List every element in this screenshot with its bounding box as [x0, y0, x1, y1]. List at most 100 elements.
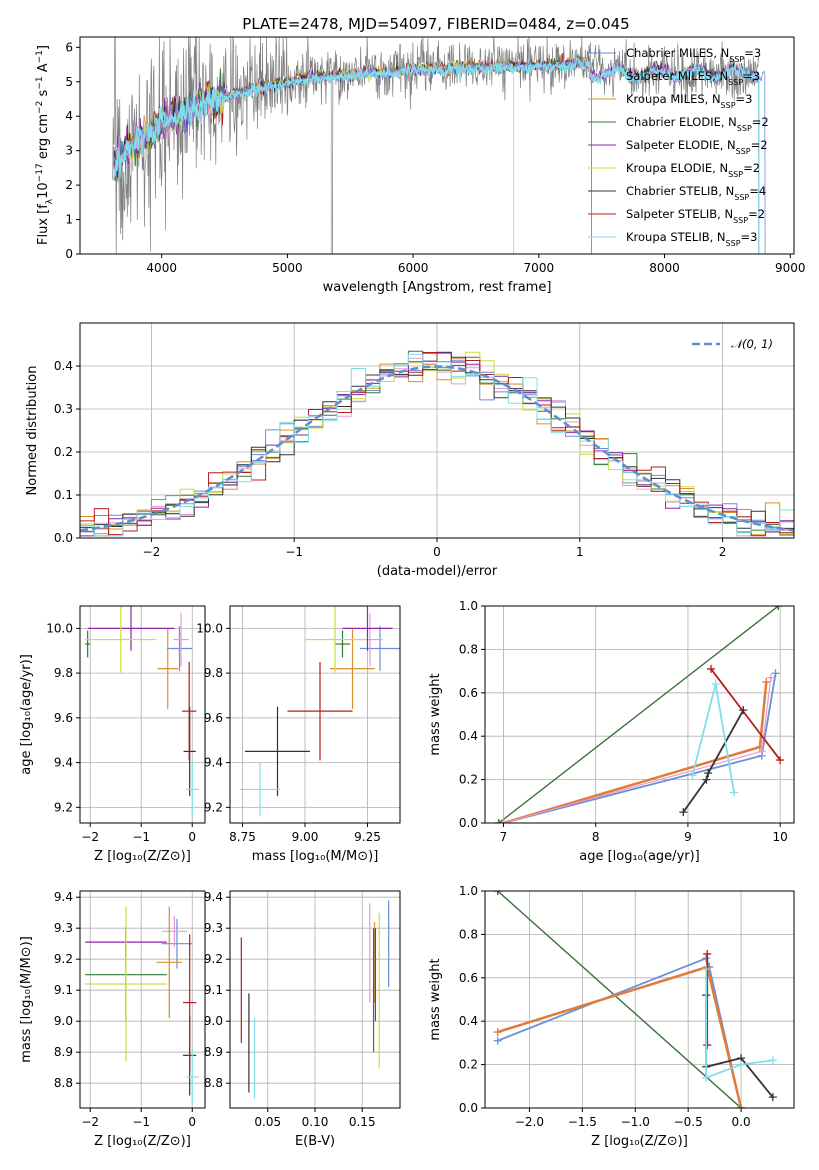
series-marker [737, 1060, 746, 1069]
y-tick-label: 9.0 [54, 1014, 73, 1028]
x-axis-label: wavelength [Angstrom, rest frame] [323, 280, 552, 295]
series-marker [688, 771, 697, 780]
y-tick-label: 0.6 [459, 971, 478, 985]
series-marker [703, 949, 712, 958]
legend-entry-label: Chabrier MILES, NSSP=3 [626, 46, 761, 64]
axes-frame [79, 890, 206, 1109]
x-tick-label: 2 [719, 545, 727, 559]
legend-entry-label: 𝒩(0, 1) [731, 337, 773, 351]
y-tick-label: 8.9 [54, 1045, 73, 1059]
y-tick-label: 3 [65, 144, 73, 158]
x-tick-label: −2.0 [515, 1115, 544, 1129]
plot-area-massweight_vs_Z [493, 891, 777, 1108]
y-tick-label: 9.3 [204, 921, 223, 935]
y-tick-label: 4 [65, 109, 73, 123]
series-marker [762, 677, 771, 686]
x-tick-label: 7000 [524, 261, 555, 275]
panel-mass_vs_EBV: 0.05 0.10 0.15 8.8 8.9 9.0 9.1 9.2 9.3 9.4 E(B-V) [204, 890, 401, 1149]
y-tick-label: 0.0 [459, 816, 478, 830]
series-marker [706, 664, 715, 673]
plot-area-age_vs_Z [85, 606, 199, 817]
y-tick-label: 9.8 [204, 666, 223, 680]
y-tick-label: 8.8 [54, 1076, 73, 1090]
panel-mass_vs_Z: −2 −1 0 8.8 8.9 9.0 9.1 9.2 9.3 9.4 Z [log₁₀(Z/Z⊙)… [19, 890, 206, 1149]
plot-area-mass_vs_Z [85, 906, 199, 1105]
x-tick-label: 9.00 [292, 830, 319, 844]
axes-frame [484, 890, 795, 1109]
y-tick-label: 9.2 [204, 952, 223, 966]
axes-frame [79, 36, 795, 255]
y-tick-label: 9.4 [204, 756, 223, 770]
y-tick-label: 0.4 [459, 729, 478, 743]
y-tick-label: 2 [65, 178, 73, 192]
y-tick-label: 8.8 [204, 1076, 223, 1090]
x-tick-label: 0.10 [302, 1115, 329, 1129]
x-tick-label: 6000 [398, 261, 429, 275]
series-marker [730, 788, 739, 797]
x-tick-label: 8 [592, 830, 600, 844]
series-marker [493, 1036, 502, 1045]
plot-area-residuals [80, 350, 794, 537]
y-axis-label: age [log₁₀(age/yr)] [19, 654, 34, 775]
y-axis-label: mass weight [428, 673, 443, 755]
x-axis-label: Z [log₁₀(Z/Z⊙)] [94, 849, 191, 864]
x-tick-label: 9 [684, 830, 692, 844]
x-tick-label: −1.0 [621, 1115, 650, 1129]
y-tick-label: 1.0 [459, 884, 478, 898]
x-tick-label: 1 [576, 545, 584, 559]
y-tick-label: 0 [65, 247, 73, 261]
series-marker [493, 891, 502, 895]
y-tick-label: 0.0 [54, 531, 73, 545]
residual-histogram [80, 352, 794, 537]
y-tick-label: 8.9 [204, 1045, 223, 1059]
plot-area-spectrum [112, 37, 766, 254]
x-tick-label: 10 [773, 830, 788, 844]
x-tick-label: −1 [132, 830, 150, 844]
x-tick-label: 0.05 [254, 1115, 281, 1129]
series-marker [768, 1093, 777, 1102]
y-tick-label: 0.2 [459, 773, 478, 787]
x-tick-label: −2 [81, 830, 99, 844]
legend-entry-label: Salpeter MILES, NSSP=3 [626, 69, 760, 87]
y-tick-label: 9.2 [204, 800, 223, 814]
y-axis-label: Normed distribution [25, 366, 40, 496]
series-marker [768, 1056, 777, 1065]
y-axis-label: mass [log₁₀(M/M⊙)] [19, 936, 34, 1063]
y-tick-label: 9.4 [54, 890, 73, 904]
legend-entry-label: Salpeter STELIB, NSSP=2 [626, 207, 765, 225]
x-tick-label: −1 [132, 1115, 150, 1129]
panel-massweight_vs_age: 7 8 9 10 0.0 0.2 0.4 0.6 0.8 1.0 age [log₁₀(age/yr… [428, 599, 795, 864]
x-tick-label: −2 [81, 1115, 99, 1129]
y-tick-label: 0.2 [459, 1058, 478, 1072]
series-marker [493, 1028, 502, 1037]
series-marker [702, 775, 711, 784]
spectrum-legend: Chabrier MILES, NSSP=3 Salpeter MILES, NS… [588, 46, 769, 248]
y-tick-label: 0.8 [459, 927, 478, 941]
y-tick-label: 1 [65, 213, 73, 227]
series-marker [679, 808, 688, 817]
series-marker [702, 965, 711, 974]
y-tick-label: 9.6 [204, 711, 223, 725]
y-tick-label: 10.0 [46, 621, 73, 635]
figure-title: PLATE=2478, MJD=54097, FIBERID=0484, z=0… [242, 15, 629, 33]
series-line [705, 995, 774, 1098]
residual-legend: 𝒩(0, 1) [692, 337, 773, 351]
y-tick-label: 9.1 [54, 983, 73, 997]
x-tick-label: −1.5 [568, 1115, 597, 1129]
x-tick-label: 9000 [775, 261, 806, 275]
y-tick-label: 0.2 [54, 445, 73, 459]
axes-frame [229, 605, 401, 824]
panel-age_vs_mass: 8.75 9.00 9.25 9.2 9.4 9.6 9.8 10.0 mass [log₁₀(… [196, 605, 401, 864]
y-tick-label: 5 [65, 75, 73, 89]
y-tick-label: 0.4 [459, 1014, 478, 1028]
spectrum-y-label: Flux [fλ10−17 erg cm−2 s−1 A−1] [35, 45, 55, 245]
x-axis-label: Z [log₁₀(Z/Z⊙)] [591, 1134, 688, 1149]
series-marker [702, 1073, 711, 1082]
y-tick-label: 9.3 [54, 921, 73, 935]
x-axis-label: Z [log₁₀(Z/Z⊙)] [94, 1134, 191, 1149]
panel-massweight_vs_Z: −2.0 −1.5 −1.0 −0.5 0.0 0.0 0.2 0.4 0.6 0.8 1.0 Z [… [428, 884, 795, 1149]
y-tick-label: 1.0 [459, 599, 478, 613]
axes-frame [484, 605, 795, 824]
x-axis-label: age [log₁₀(age/yr)] [579, 849, 700, 864]
